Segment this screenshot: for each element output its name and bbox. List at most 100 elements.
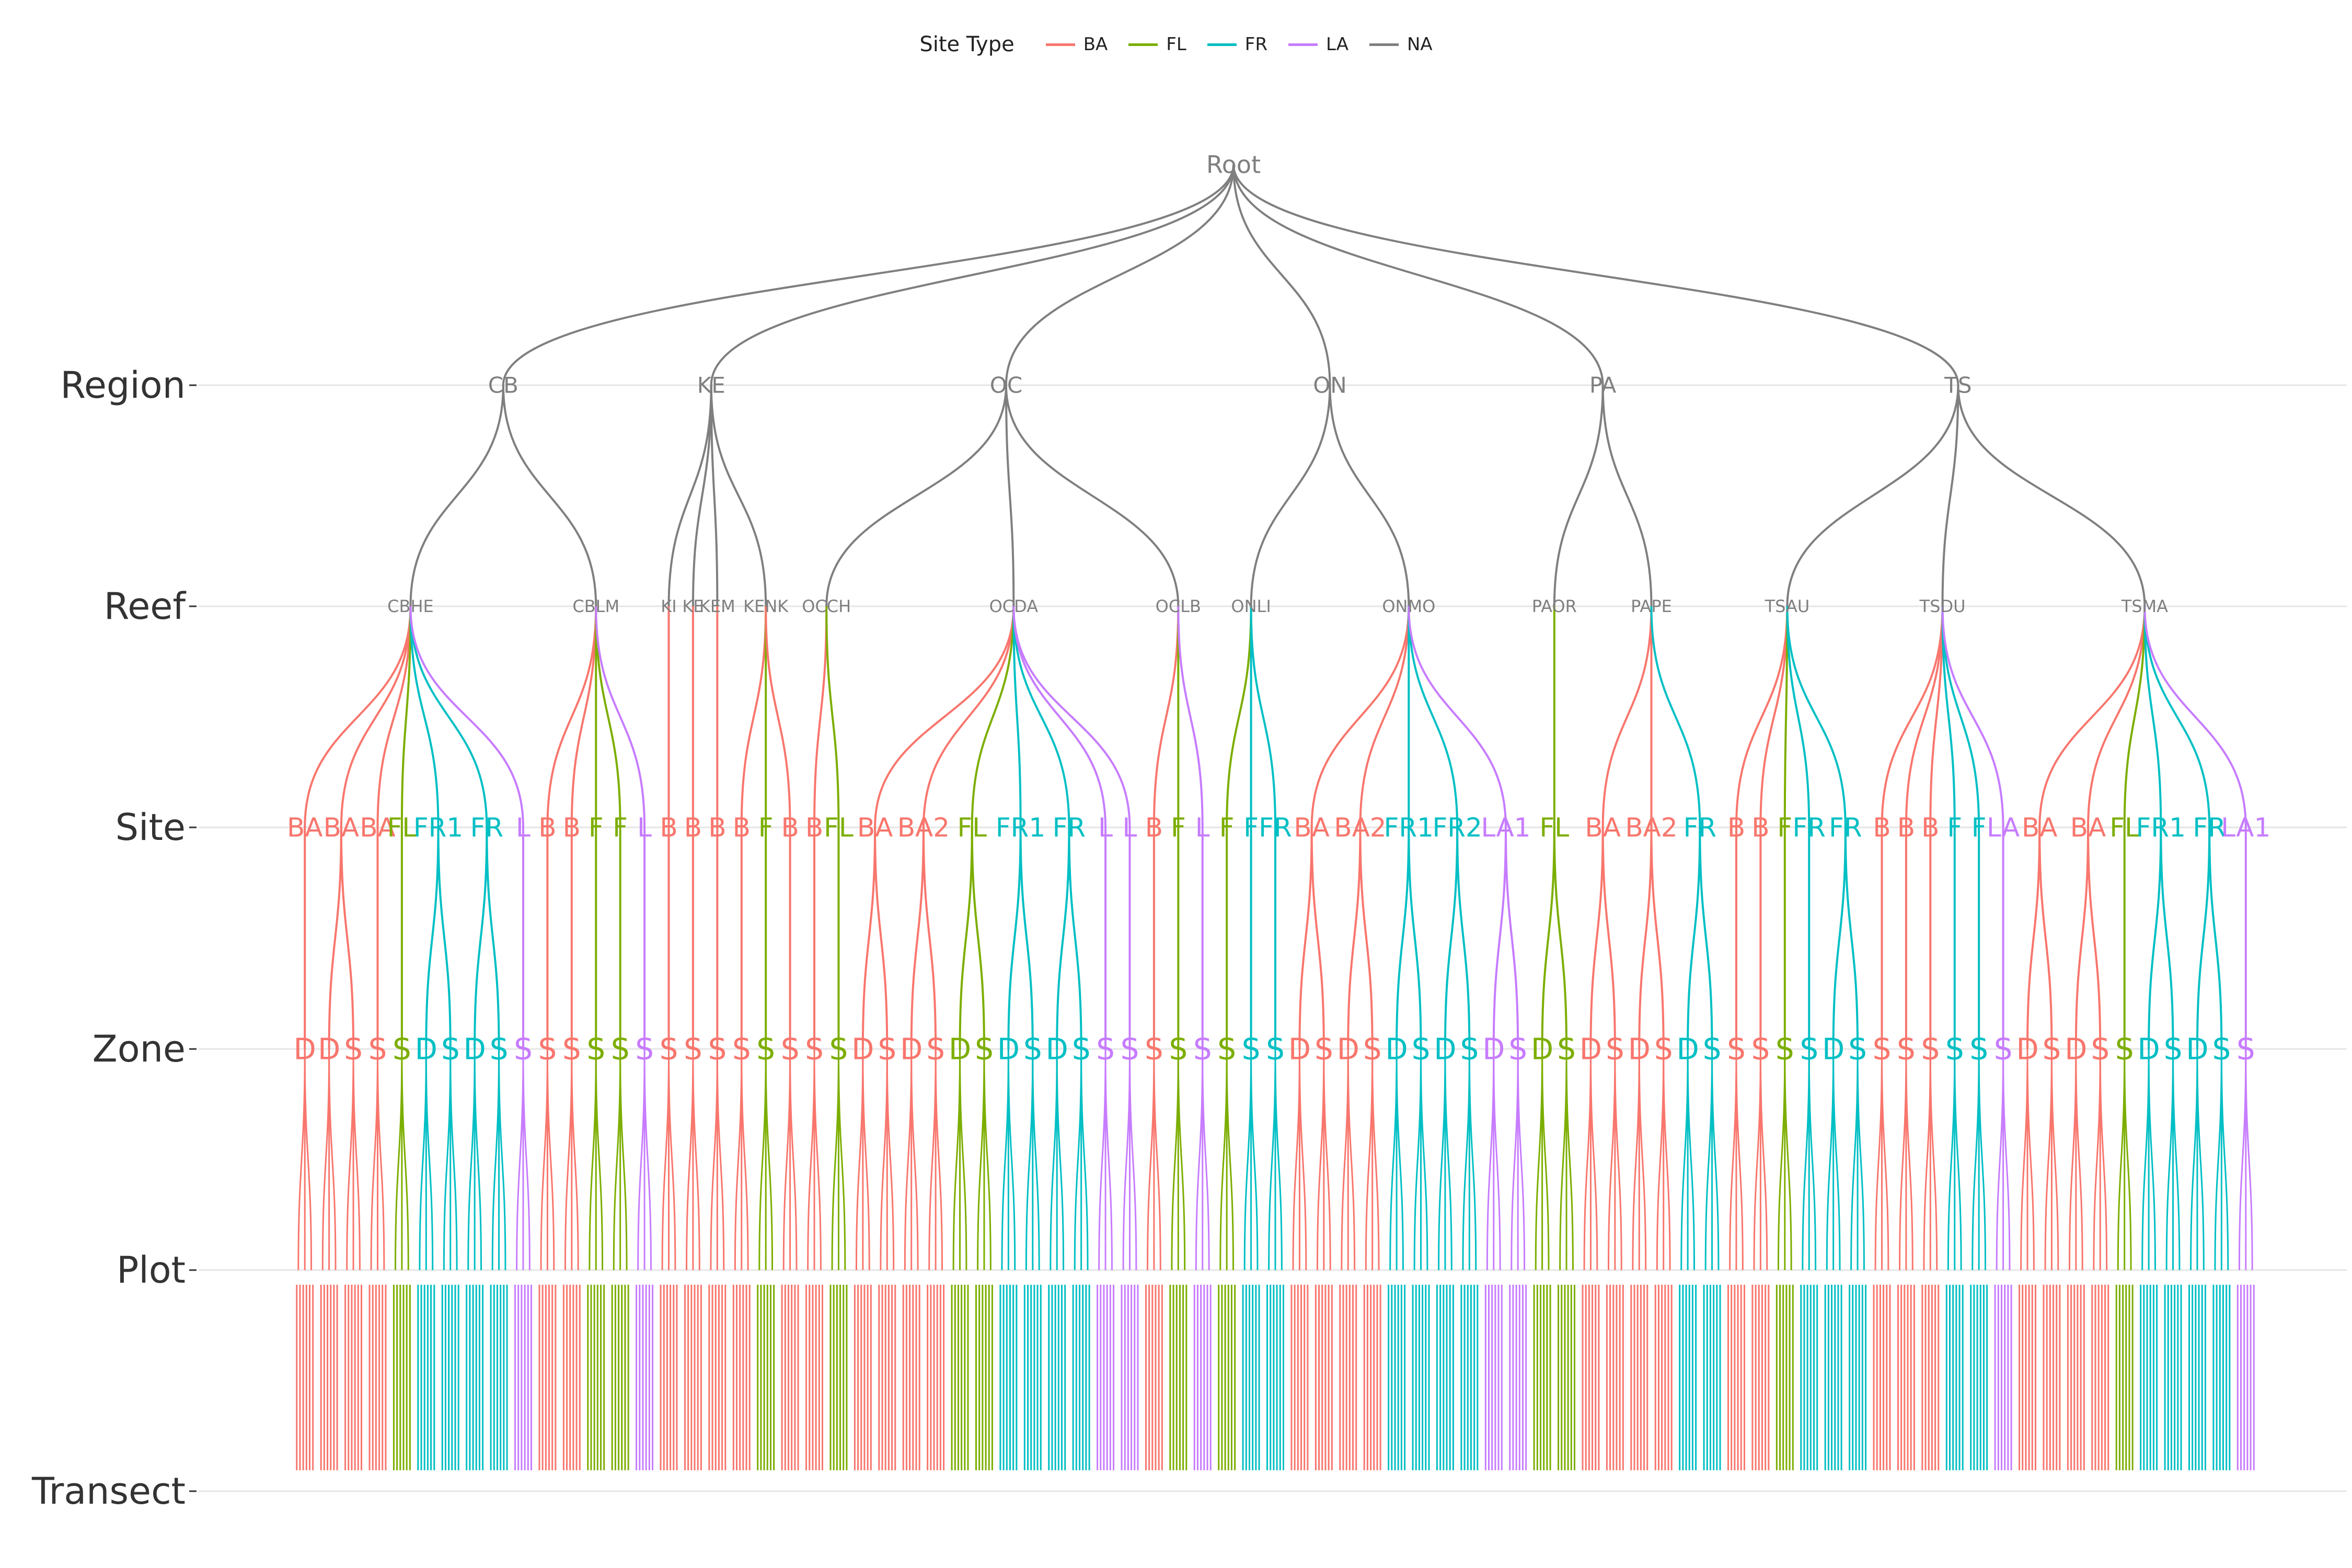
- zone-node-label: S: [1848, 1033, 1867, 1067]
- level-label-transect: Transect: [31, 1470, 186, 1513]
- edge-zone-plot: [862, 1048, 870, 1271]
- zone-node-label: D: [1531, 1033, 1553, 1067]
- edge-reef-site: [2143, 606, 2211, 828]
- edge-zone-plot: [782, 1048, 791, 1271]
- site-node-label: F: [1947, 813, 1962, 843]
- site-node-label: F: [589, 813, 604, 843]
- zone-node-label: S: [2115, 1033, 2134, 1067]
- edge-zone-plot: [935, 1048, 943, 1271]
- site-node-label: FR1: [2136, 813, 2186, 843]
- edge-site-zone: [922, 827, 937, 1050]
- edge-reef-site: [1177, 606, 1204, 828]
- edge-zone-plot: [401, 1048, 409, 1271]
- zone-node-label: S: [1121, 1033, 1139, 1067]
- zone-node-label: D: [318, 1033, 340, 1067]
- edge-reef-site: [1012, 606, 1131, 828]
- zone-node-label: D: [2016, 1033, 2038, 1067]
- edge-zone-plot: [1050, 1048, 1058, 1271]
- edge-zone-plot: [1947, 1048, 1956, 1271]
- zone-node-label: S: [781, 1033, 800, 1067]
- site-node-label: B: [563, 813, 581, 843]
- level-label-reef: Reef: [104, 585, 187, 628]
- zone-node-label: S: [1751, 1033, 1770, 1067]
- edge-zone-plot: [1832, 1048, 1841, 1271]
- edge-site-zone: [861, 827, 877, 1050]
- edge-zone-plot: [1243, 1048, 1252, 1271]
- edge-zone-plot: [321, 1048, 330, 1271]
- zone-node-label: S: [1606, 1033, 1624, 1067]
- edge-zone-plot: [1493, 1048, 1501, 1271]
- edge-zone-plot: [2093, 1048, 2101, 1271]
- edge-zone-plot: [1202, 1048, 1210, 1271]
- edge-zone-plot: [1122, 1048, 1131, 1271]
- zone-node-label: D: [1579, 1033, 1602, 1067]
- zone-node-label: S: [1169, 1033, 1188, 1067]
- edge-zone-plot: [880, 1048, 888, 1271]
- edge-zone-plot: [1371, 1048, 1380, 1271]
- zone-node-label: S: [1800, 1033, 1818, 1067]
- zone-node-label: S: [611, 1033, 630, 1067]
- edge-ts-tsma: [1957, 385, 2146, 607]
- zone-node-label: D: [1288, 1033, 1311, 1067]
- edge-zone-plot: [1656, 1048, 1665, 1271]
- site-node-label: FR1: [996, 813, 1045, 843]
- site-node-label: F: [1777, 813, 1792, 843]
- edge-zone-plot: [1341, 1048, 1349, 1271]
- edge-zone-plot: [1954, 1048, 1962, 1271]
- reef-node-cblm: CBLM: [572, 596, 619, 616]
- zone-node-label: S: [1193, 1033, 1212, 1067]
- zone-node-label: S: [1096, 1033, 1115, 1067]
- edge-zone-plot: [1687, 1048, 1696, 1271]
- edge-reef-site: [595, 606, 621, 828]
- site-node-label: BA: [324, 813, 360, 843]
- tree-edges: [296, 164, 2255, 1470]
- site-node-label: L: [1123, 813, 1137, 843]
- edge-zone-plot: [910, 1048, 919, 1271]
- edge-site-zone: [910, 827, 925, 1050]
- zone-node-label: S: [562, 1033, 581, 1067]
- reef-node-onli: ONLI: [1231, 596, 1271, 616]
- edge-zone-plot: [1074, 1048, 1082, 1271]
- edge-site-zone: [1359, 827, 1374, 1050]
- edge-zone-plot: [1462, 1048, 1470, 1271]
- site-node-label: BA: [857, 813, 893, 843]
- edge-zone-plot: [1486, 1048, 1495, 1271]
- edge-zone-plot: [1559, 1048, 1567, 1271]
- zone-node-label: D: [1677, 1033, 1699, 1067]
- edge-reef-site: [813, 606, 828, 828]
- site-node-label: F: [1971, 813, 1987, 843]
- zone-node-label: S: [878, 1033, 897, 1067]
- edge-zone-plot: [1735, 1048, 1744, 1271]
- site-node-label: BA: [2022, 813, 2058, 843]
- edge-zone-plot: [1541, 1048, 1550, 1271]
- site-node-label: FR: [470, 813, 504, 843]
- zone-node-label: S: [2236, 1033, 2255, 1067]
- edge-site-zone: [1844, 827, 1859, 1050]
- site-node-label: B: [1873, 813, 1890, 843]
- level-label-plot: Plot: [117, 1249, 186, 1292]
- edge-zone-plot: [765, 1048, 774, 1271]
- root-node-label: Root: [1206, 151, 1261, 179]
- reef-node-tsau: TSAU: [1765, 596, 1810, 616]
- edge-reef-site: [1650, 606, 1701, 828]
- reef-node-pape: PAPE: [1631, 596, 1672, 616]
- edge-zone-plot: [1226, 1048, 1235, 1271]
- edge-zone-plot: [2002, 1048, 2011, 1271]
- edge-reef-site: [409, 606, 524, 828]
- site-node-label: FR1: [413, 813, 463, 843]
- zone-node-label: D: [2138, 1033, 2160, 1067]
- edge-site-zone: [1056, 827, 1070, 1050]
- zone-node-label: S: [1873, 1033, 1892, 1067]
- edge-zone-plot: [1347, 1048, 1356, 1271]
- edge-site-zone: [1492, 827, 1507, 1050]
- site-node-label: BA2: [1334, 813, 1386, 843]
- reef-node-ki: KI: [661, 596, 676, 616]
- edge-zone-plot: [2165, 1048, 2174, 1271]
- edge-site-zone: [2038, 827, 2053, 1050]
- site-node-label: F: [1243, 813, 1259, 843]
- edge-zone-plot: [613, 1048, 621, 1271]
- edge-site-zone: [2074, 827, 2090, 1050]
- edge-reef-site: [1250, 606, 1276, 828]
- zone-node-label: S: [2164, 1033, 2183, 1067]
- edge-reef-site: [2038, 606, 2146, 828]
